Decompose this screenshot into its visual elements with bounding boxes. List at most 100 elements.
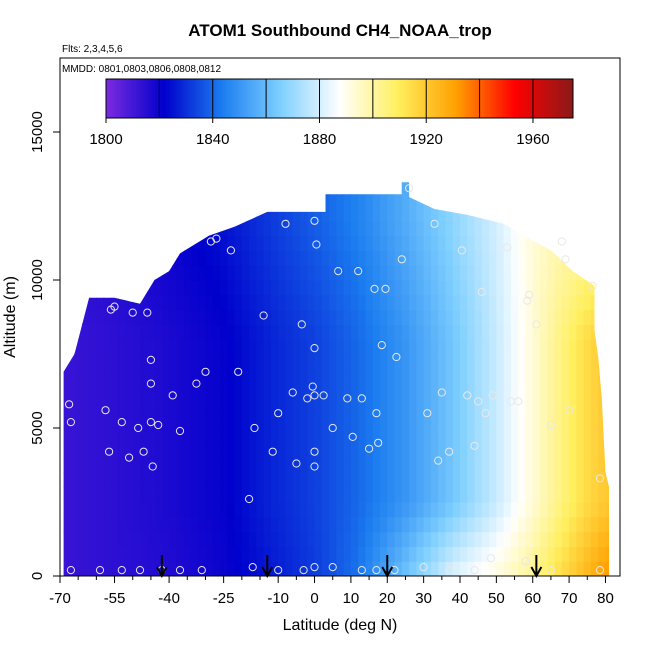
heatmap-cell (423, 413, 432, 429)
sample-point (474, 397, 483, 406)
heatmap-cell (445, 428, 454, 444)
heatmap-cell (292, 502, 301, 518)
heatmap-cell (234, 457, 243, 473)
heatmap-cell (554, 354, 563, 370)
heatmap-cell (263, 280, 272, 296)
heatmap-cell (569, 487, 577, 503)
heatmap-cell (147, 413, 156, 429)
heatmap-cell (430, 561, 439, 577)
heatmap-cell (270, 383, 279, 399)
heatmap-cell (532, 294, 541, 311)
heatmap-cell (336, 250, 345, 266)
heatmap-cell (67, 324, 76, 340)
colorbar-segment (362, 79, 366, 118)
heatmap-cell (460, 265, 468, 281)
heatmap-cell (409, 182, 417, 192)
heatmap-cell (430, 339, 439, 355)
heatmap-cell (190, 457, 199, 473)
heatmap-cell (532, 428, 541, 444)
heatmap-cell (460, 250, 468, 266)
colorbar-segment (241, 79, 245, 118)
heatmap-cell (227, 309, 236, 325)
heatmap-cell (169, 206, 177, 222)
heatmap-cell (409, 339, 417, 355)
heatmap-cell (190, 206, 199, 222)
heatmap-cell (438, 516, 447, 533)
heatmap-cell (481, 457, 490, 473)
heatmap-cell (227, 487, 236, 503)
heatmap-cell (285, 324, 294, 340)
heatmap-cell (263, 457, 272, 473)
heatmap-cell (467, 265, 476, 281)
heatmap-cell (525, 457, 534, 473)
heatmap-cell (234, 206, 243, 222)
heatmap-cell (576, 546, 585, 562)
heatmap-cell (110, 398, 119, 414)
heatmap-cell (285, 220, 294, 237)
heatmap-cell (190, 502, 199, 518)
heatmap-cell (489, 428, 497, 444)
colorbar-segment (222, 79, 226, 118)
heatmap-cell (481, 531, 490, 547)
heatmap-cell (438, 354, 447, 370)
heatmap-cell (416, 428, 425, 444)
heatmap-cell (401, 516, 410, 533)
colorbar-segment (474, 79, 478, 118)
heatmap-cell (140, 398, 148, 414)
heatmap-cell (430, 191, 439, 207)
heatmap-cell (314, 472, 323, 488)
heatmap-cell (409, 546, 417, 562)
colorbar-segment (493, 79, 497, 118)
heatmap-cell (103, 309, 112, 325)
heatmap-cell (387, 220, 396, 237)
sample-point (310, 344, 319, 353)
heatmap-cell (205, 368, 214, 385)
heatmap-cell (110, 280, 119, 296)
heatmap-cell (263, 191, 272, 207)
heatmap-cell (365, 206, 374, 222)
heatmap-cell (336, 220, 345, 237)
heatmap-cell (380, 220, 388, 237)
heatmap-cell (540, 413, 548, 429)
sample-point (457, 246, 466, 255)
heatmap-cell (503, 428, 512, 444)
heatmap-cell (401, 442, 410, 459)
heatmap-cell (241, 235, 250, 251)
heatmap-cell (190, 531, 199, 547)
colorbar-segment (320, 79, 324, 118)
heatmap-cell (249, 413, 257, 429)
heatmap-cell (198, 413, 207, 429)
heatmap-cell (212, 516, 221, 533)
sample-point (175, 566, 185, 575)
heatmap-cell (96, 487, 105, 503)
sample-point (546, 566, 556, 575)
heatmap-cell (176, 339, 185, 355)
heatmap-cell (132, 428, 141, 444)
heatmap-cell (132, 294, 141, 311)
heatmap-cell (96, 472, 105, 488)
heatmap-cell (103, 220, 112, 237)
heatmap-cell (103, 413, 112, 429)
heatmap-cell (561, 324, 570, 340)
heatmap-cell (132, 280, 141, 296)
heatmap-cell (300, 561, 308, 577)
plot-frame (59, 57, 621, 577)
sample-point (445, 566, 454, 575)
heatmap-cell (547, 472, 556, 488)
sample-point (365, 444, 374, 453)
heatmap-cell (190, 191, 199, 207)
heatmap-cell (438, 294, 447, 311)
colorbar-segment (162, 79, 165, 118)
heatmap-cell (74, 383, 83, 399)
heatmap-cell (190, 487, 199, 503)
heatmap-cell (583, 368, 592, 385)
heatmap-cell (372, 250, 381, 266)
colorbar-segment (444, 79, 448, 118)
heatmap-cell (503, 516, 512, 533)
heatmap-cell (576, 309, 585, 325)
heatmap-cell (358, 265, 367, 281)
heatmap-cell (329, 531, 337, 547)
heatmap-cell (103, 502, 112, 518)
heatmap-cell (110, 457, 119, 473)
